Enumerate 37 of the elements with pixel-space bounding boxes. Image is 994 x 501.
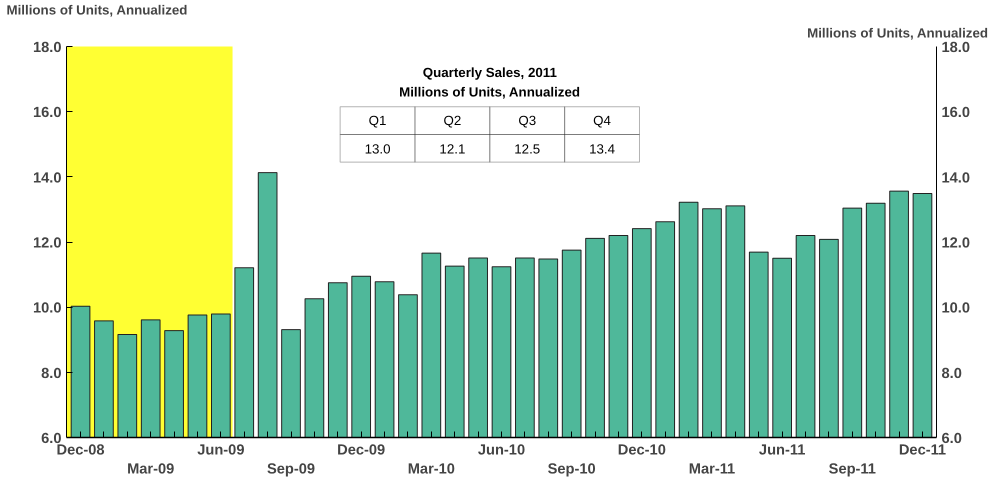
- x-tick-label: Mar-09: [127, 462, 174, 478]
- x-tick-label: Dec-09: [337, 442, 386, 458]
- x-tick-label: Jun-11: [758, 442, 806, 458]
- annotation: 13.0: [364, 141, 391, 156]
- annotation: Q1: [368, 113, 386, 128]
- x-tick-label: Dec-08: [56, 442, 105, 458]
- y-tick-label: 8.0: [41, 366, 62, 382]
- x-tick-label: Sep-09: [266, 462, 316, 478]
- x-tick-label: Mar-10: [408, 462, 455, 478]
- y2-axis-title: Millions of Units, Annualized: [807, 26, 988, 40]
- x-tick-label: Mar-11: [688, 462, 736, 478]
- x-tick-label: Sep-11: [828, 462, 876, 478]
- y-tick-label: 18.0: [32, 40, 62, 56]
- x-tick-label: Dec-11: [898, 442, 946, 458]
- annotation: 12.1: [439, 141, 466, 156]
- y2-tick-label: 10.0: [942, 300, 970, 317]
- annotation: Q4: [593, 113, 612, 128]
- annotation: Q2: [443, 113, 462, 128]
- y2-tick-label: 14.0: [942, 170, 970, 186]
- y-axis-title: Millions of Units, Annualized: [399, 84, 580, 100]
- y-tick-label: 10.0: [32, 300, 62, 317]
- y2-tick-label: 18.0: [942, 40, 970, 56]
- y-tick-label: 14.0: [32, 170, 62, 186]
- annotation: Quarterly Sales, 2011: [422, 65, 558, 80]
- annotation: 12.5: [514, 141, 540, 156]
- x-tick-label: Jun-10: [478, 442, 526, 458]
- annotation: Q3: [518, 113, 536, 128]
- x-tick-label: Jun-09: [197, 442, 244, 458]
- text: Millions of Units, Annualized: [6, 2, 188, 18]
- x-tick-label: Dec-10: [618, 442, 666, 458]
- y2-tick-label: 8.0: [942, 366, 962, 382]
- y2-tick-label: 12.0: [942, 236, 970, 252]
- y2-tick-label: 16.0: [942, 105, 970, 122]
- annotation: 13.4: [589, 141, 616, 156]
- y-tick-label: 16.0: [32, 105, 62, 122]
- x-tick-label: Sep-10: [548, 462, 596, 478]
- y-tick-label: 12.0: [32, 236, 62, 252]
